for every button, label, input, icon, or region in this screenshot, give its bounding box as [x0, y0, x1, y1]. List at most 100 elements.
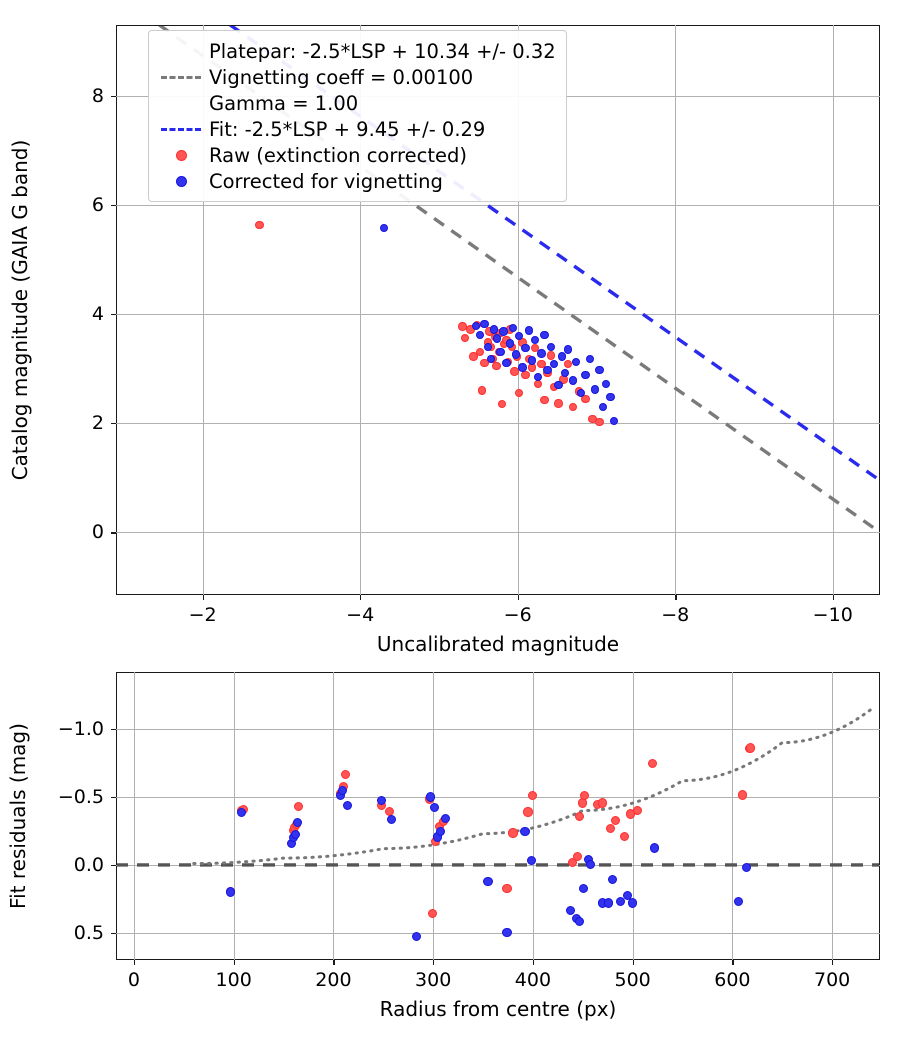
y-axis-tick-label: 6	[91, 194, 104, 216]
y-axis-tick-label: 8	[91, 84, 104, 107]
data-point-raw	[563, 360, 573, 369]
legend-entry: Raw (extinction corrected)	[153, 142, 556, 168]
x-axis-tick-label: 300	[415, 969, 452, 991]
dashed-line-swatch-blue	[161, 127, 201, 131]
data-point-raw	[475, 348, 485, 357]
data-point-raw	[530, 343, 540, 353]
x-axis-tick	[133, 960, 136, 965]
gridline-horizontal	[116, 423, 880, 425]
data-point-raw	[580, 791, 590, 801]
gridline-vertical	[333, 672, 335, 960]
data-point-corrected	[486, 354, 496, 363]
gridline-horizontal	[116, 796, 880, 798]
gridline-horizontal	[116, 314, 880, 316]
gridline-horizontal	[116, 532, 880, 534]
data-point-corrected	[411, 931, 421, 941]
y-axis-label: Catalog magnitude (GAIA G band)	[8, 139, 32, 481]
data-point-corrected	[521, 343, 530, 353]
data-point-raw	[745, 743, 755, 753]
x-axis-tick-label: 100	[215, 969, 252, 991]
y-axis-tick	[111, 95, 116, 98]
data-point-raw	[595, 417, 604, 427]
legend-entry: Gamma = 1.00	[153, 90, 556, 116]
legend-label: Fit: -2.5*LSP + 9.45 +/- 0.29	[209, 117, 486, 141]
x-axis-tick	[433, 960, 435, 965]
x-axis-tick	[832, 960, 834, 965]
data-point-raw	[528, 791, 538, 801]
data-point-raw	[546, 351, 555, 360]
marker-swatch-corrected	[175, 175, 187, 187]
data-point-corrected	[628, 898, 638, 908]
x-axis-tick-label: 200	[315, 969, 352, 991]
data-point-corrected	[733, 896, 743, 907]
x-axis-tick	[333, 960, 335, 965]
data-point-corrected	[649, 843, 660, 853]
data-point-corrected	[502, 358, 511, 368]
legend-key-dot-blue	[153, 168, 209, 194]
data-point-corrected	[524, 326, 533, 335]
x-axis-tick-label: 600	[714, 969, 751, 991]
legend-entry: Fit: -2.5*LSP + 9.45 +/- 0.29	[153, 116, 556, 142]
data-point-raw	[633, 805, 643, 816]
legend-key-dash-blue	[153, 116, 209, 142]
data-point-corrected	[508, 324, 518, 333]
x-axis-tick	[202, 595, 204, 600]
axes-frame	[116, 672, 880, 960]
data-point-raw	[255, 220, 264, 230]
data-point-corrected	[520, 827, 530, 837]
data-point-corrected	[527, 356, 537, 365]
data-point-raw	[575, 812, 585, 822]
data-point-raw	[293, 801, 304, 812]
data-point-raw	[427, 908, 437, 918]
x-axis-tick	[832, 595, 835, 600]
gridline-horizontal	[116, 205, 880, 206]
data-point-raw	[458, 322, 467, 331]
data-point-corrected	[543, 365, 552, 374]
data-point-corrected	[608, 875, 618, 885]
data-point-corrected	[575, 916, 585, 926]
data-point-corrected	[585, 354, 595, 363]
x-axis-tick	[632, 960, 634, 965]
y-axis-tick	[111, 864, 116, 867]
y-axis-tick-label: −1.0	[57, 718, 104, 741]
y-axis-tick	[111, 423, 116, 425]
data-point-corrected	[601, 379, 611, 389]
data-point-corrected	[579, 884, 589, 894]
gridline-vertical	[832, 25, 834, 595]
data-point-raw	[508, 828, 518, 838]
data-point-raw	[502, 884, 512, 894]
data-point-raw	[510, 367, 519, 376]
data-point-corrected	[571, 357, 581, 367]
data-point-corrected	[527, 856, 537, 866]
data-point-raw	[573, 852, 583, 862]
data-point-raw	[480, 358, 489, 368]
x-axis-tick-label: −10	[812, 604, 853, 626]
data-point-corrected	[489, 325, 499, 334]
data-point-corrected	[546, 342, 555, 351]
gridline-vertical	[832, 672, 834, 960]
legend-key-empty	[153, 90, 209, 116]
data-point-corrected	[435, 827, 445, 837]
legend-label: Platepar: -2.5*LSP + 10.34 +/- 0.32	[209, 39, 556, 63]
x-axis-tick-label: −8	[661, 604, 690, 626]
data-point-corrected	[563, 345, 573, 354]
data-point-raw	[497, 399, 507, 409]
x-axis-tick-label: −6	[503, 604, 532, 626]
data-point-raw	[469, 352, 478, 361]
data-point-corrected	[586, 860, 596, 870]
data-point-raw	[523, 807, 533, 817]
gridline-horizontal	[116, 932, 880, 934]
data-point-corrected	[598, 402, 607, 411]
y-axis-label: Fit residuals (mag)	[6, 723, 30, 909]
legend-key-dot-red	[153, 142, 209, 168]
data-point-corrected	[483, 342, 492, 351]
data-point-raw	[606, 823, 616, 833]
data-point-corrected	[237, 808, 247, 818]
x-axis-label: Uncalibrated magnitude	[376, 632, 620, 656]
legend-key-empty	[153, 38, 209, 64]
x-axis-tick-label: 0	[127, 969, 140, 991]
data-point-corrected	[226, 887, 236, 897]
y-axis-tick	[111, 796, 116, 799]
data-point-corrected	[511, 350, 521, 359]
